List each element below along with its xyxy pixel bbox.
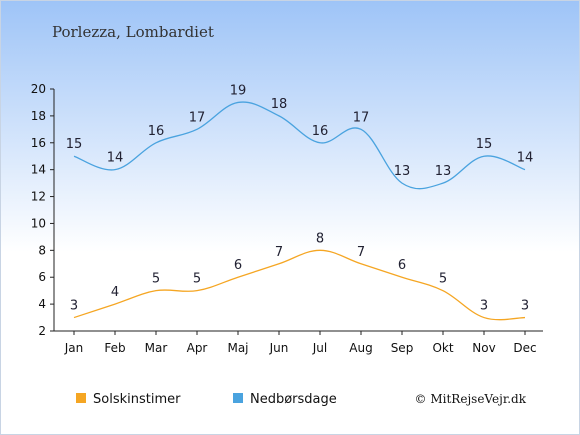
data-label-solskinstimer: 4 [111, 285, 119, 300]
legend: Solskinstimer Nedbørsdage [76, 392, 337, 407]
x-tick-label: Okt [432, 341, 453, 355]
data-label-solskinstimer: 6 [234, 258, 242, 273]
y-tick-label: 16 [31, 136, 46, 150]
data-label-nedborsdage: 15 [66, 137, 83, 152]
x-tick-label: Sep [391, 341, 414, 355]
data-label-nedborsdage: 14 [107, 151, 124, 166]
data-label-nedborsdage: 16 [148, 124, 165, 139]
data-label-nedborsdage: 19 [230, 83, 247, 98]
data-label-nedborsdage: 13 [435, 164, 452, 179]
legend-swatch-solskinstimer [76, 393, 86, 403]
x-tick-label: Aug [349, 341, 372, 355]
x-tick-label: Apr [187, 341, 208, 355]
axes: 2 4 6 8 10 12 14 16 18 20 Jan Feb Mar Apr Maj Jun Jul Aug… [31, 82, 543, 355]
y-tick-label: 4 [38, 297, 46, 311]
credit-text: © MitRejseVejr.dk [415, 392, 527, 406]
x-tick-label: Maj [227, 341, 248, 355]
data-label-solskinstimer: 8 [316, 231, 324, 246]
series-line-nedborsdage [73, 101, 526, 190]
chart-title: Porlezza, Lombardiet [52, 23, 214, 41]
y-tick-label: 12 [31, 190, 46, 204]
legend-label-nedborsdage: Nedbørsdage [250, 392, 337, 407]
data-label-solskinstimer: 5 [152, 272, 160, 287]
series-line-solskinstimer [73, 249, 526, 321]
x-tick-label: Jun [269, 341, 289, 355]
y-tick-label: 6 [38, 270, 46, 284]
y-tick-label: 10 [31, 216, 46, 230]
data-labels: 3 4 5 5 6 7 8 7 6 5 3 3 15 14 16 17 19 18 16 17 13 13 15 14 [66, 83, 534, 313]
y-tick-label: 8 [38, 243, 46, 257]
x-tick-label: Jul [312, 341, 327, 355]
data-label-solskinstimer: 3 [521, 299, 529, 314]
y-tick-label: 20 [31, 82, 46, 96]
x-tick-label: Nov [472, 341, 495, 355]
x-tick-label: Feb [104, 341, 125, 355]
x-tick-label: Dec [513, 341, 536, 355]
data-label-solskinstimer: 7 [275, 245, 283, 260]
data-label-nedborsdage: 16 [312, 124, 329, 139]
legend-label-solskinstimer: Solskinstimer [93, 392, 181, 407]
x-tick-label: Mar [145, 341, 168, 355]
data-label-solskinstimer: 3 [480, 299, 488, 314]
series-layer [73, 101, 526, 321]
y-tick-label: 14 [31, 163, 46, 177]
data-label-nedborsdage: 15 [476, 137, 493, 152]
y-tick-label: 18 [31, 109, 46, 123]
data-label-solskinstimer: 6 [398, 258, 406, 273]
data-label-solskinstimer: 7 [357, 245, 365, 260]
data-label-nedborsdage: 17 [189, 110, 206, 125]
data-label-nedborsdage: 13 [394, 164, 411, 179]
x-tick-label: Jan [64, 341, 84, 355]
data-label-nedborsdage: 17 [353, 110, 370, 125]
data-label-nedborsdage: 14 [517, 151, 534, 166]
data-label-solskinstimer: 5 [193, 272, 201, 287]
data-label-solskinstimer: 5 [439, 272, 447, 287]
y-tick-label: 2 [38, 324, 46, 338]
data-label-solskinstimer: 3 [70, 299, 78, 314]
data-label-nedborsdage: 18 [271, 97, 288, 112]
legend-swatch-nedborsdage [233, 393, 243, 403]
